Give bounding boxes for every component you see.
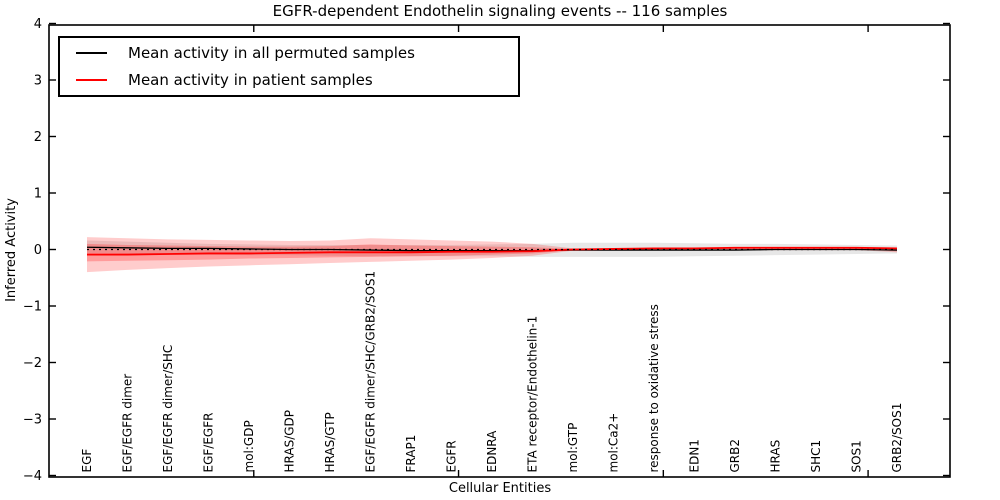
x-tick-label: HRAS/GTP [323, 412, 337, 472]
y-tick-label: −2 [23, 356, 42, 371]
y-tick-label: −3 [23, 413, 42, 428]
x-tick-label: mol:GTP [566, 423, 580, 473]
x-axis-label: Cellular Entities [448, 481, 552, 496]
x-tick-label: mol:Ca2+ [607, 413, 621, 473]
x-tick-label: EGF/EGFR [202, 413, 216, 473]
y-tick-label: 0 [34, 243, 42, 258]
x-tick-label: SHC1 [809, 440, 823, 473]
patient-samples-outer-band [87, 237, 897, 273]
x-tick-label: EDNRA [485, 430, 499, 473]
x-tick-label: EGF/EGFR dimer/SHC [161, 345, 175, 473]
chart-title: EGFR-dependent Endothelin signaling even… [272, 2, 728, 20]
patient-line-swatch [76, 79, 107, 82]
y-tick-label: 3 [34, 74, 42, 89]
x-tick-label: HRAS/GDP [283, 410, 297, 473]
x-tick-label: EGF/EGFR dimer [121, 374, 135, 473]
x-tick-label: FRAP1 [404, 435, 418, 473]
permuted-line-swatch [76, 51, 107, 54]
legend-item-permuted: Mean activity in all permuted samples [60, 40, 518, 66]
x-tick-label: EGFR [445, 440, 459, 472]
x-tick-label: EGF/EGFR dimer/SHC/GRB2/SOS1 [364, 271, 378, 473]
x-tick-label: GRB2/SOS1 [890, 403, 904, 473]
legend-item-patient: Mean activity in patient samples [60, 67, 518, 93]
y-tick-label: −1 [23, 300, 42, 315]
y-tick-label: 2 [34, 130, 42, 145]
legend-label: Mean activity in all permuted samples [128, 43, 415, 62]
y-tick-label: 4 [34, 17, 42, 32]
Mean-activity-in-all-permuted-samples-line [86, 246, 898, 252]
x-tick-label: HRAS [769, 440, 783, 473]
legend: Mean activity in all permuted samples Me… [58, 36, 520, 97]
x-tick-label: EDN1 [688, 439, 702, 472]
x-tick-label: response to oxidative stress [647, 304, 661, 472]
y-tick-label: −4 [23, 469, 42, 484]
legend-label: Mean activity in patient samples [128, 71, 373, 90]
plot-border [48, 24, 951, 478]
x-tick-label: mol:GDP [242, 420, 256, 472]
x-tick-label: SOS1 [850, 440, 864, 472]
x-tick-label: EGF [80, 449, 94, 473]
x-tick-label: ETA receptor/Endothelin-1 [526, 316, 540, 473]
x-tick-label: GRB2 [728, 439, 742, 473]
y-tick-label: 1 [34, 187, 42, 202]
y-axis-label: Inferred Activity [4, 198, 19, 302]
Mean-activity-in-patient-samples-line [87, 246, 898, 256]
